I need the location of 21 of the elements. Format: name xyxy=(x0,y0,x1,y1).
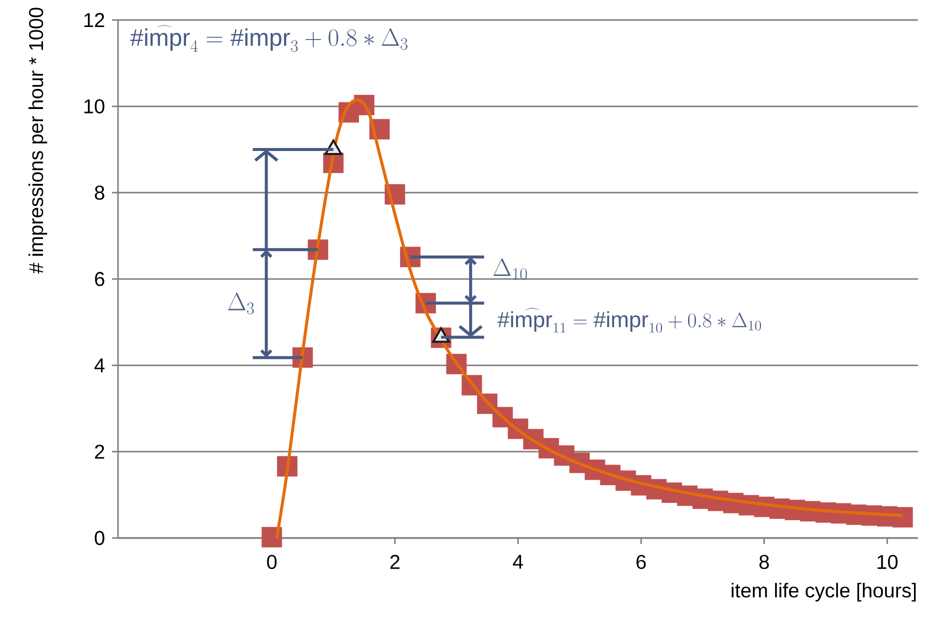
annotation: $\widehat{\mathsf{\#impr}_{4}} = \mathsf{\#impr}_{3} + 0.8 * \Delta_{3}$ xyxy=(130,24,408,52)
x-tick-label: 4 xyxy=(512,554,523,569)
point xyxy=(262,526,282,548)
y-tick-label: 8 xyxy=(94,186,104,200)
x-tick-label: 6 xyxy=(636,554,646,570)
x-tick-label: 8 xyxy=(759,554,769,570)
y-tick-label: 10 xyxy=(84,99,104,114)
x-tick-label: 0 xyxy=(267,554,277,570)
y-tick-label: 0 xyxy=(94,530,104,546)
annotation: $\Delta_{10}$ xyxy=(493,258,527,280)
y-tick-label: 6 xyxy=(95,272,104,286)
y-tick-label: 12 xyxy=(84,13,104,27)
annotation: $\Delta_{3}$ xyxy=(228,292,254,314)
y-tick-label: 4 xyxy=(94,358,105,372)
annotation: $\widehat{\mathsf{\#impr}_{11}} = \mathsf{\#impr}_{10} + 0.8 * \Delta_{10}$ xyxy=(498,308,762,333)
y-tick-label: 2 xyxy=(95,444,104,459)
x-axis-title: item life cycle [hours] xyxy=(732,582,916,602)
x-tick-label: 10 xyxy=(878,554,898,570)
x-tick-label: 2 xyxy=(390,554,400,569)
y-axis-title: # impressions per hour * 1000 xyxy=(28,8,48,274)
point xyxy=(892,507,913,528)
